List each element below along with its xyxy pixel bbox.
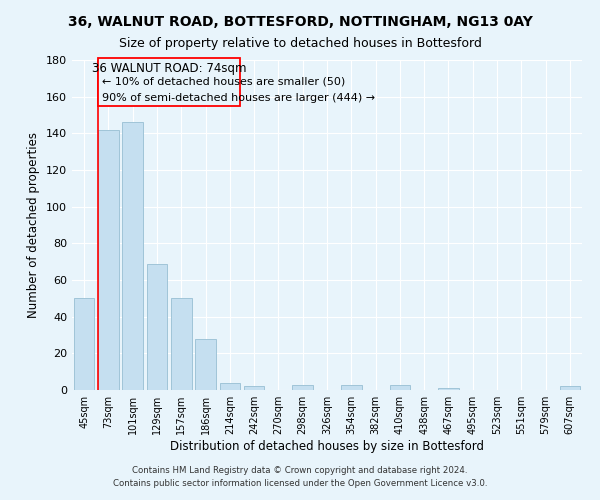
Bar — [146, 264, 167, 390]
Text: 36 WALNUT ROAD: 74sqm: 36 WALNUT ROAD: 74sqm — [92, 62, 246, 75]
Bar — [122, 122, 143, 390]
Bar — [98, 58, 239, 106]
Text: Contains HM Land Registry data © Crown copyright and database right 2024.
Contai: Contains HM Land Registry data © Crown c… — [113, 466, 487, 487]
Text: ← 10% of detached houses are smaller (50): ← 10% of detached houses are smaller (50… — [101, 76, 345, 86]
Bar — [220, 382, 240, 390]
X-axis label: Distribution of detached houses by size in Bottesford: Distribution of detached houses by size … — [170, 440, 484, 453]
Text: 90% of semi-detached houses are larger (444) →: 90% of semi-detached houses are larger (… — [101, 93, 375, 103]
Y-axis label: Number of detached properties: Number of detached properties — [28, 132, 40, 318]
Bar — [560, 386, 580, 390]
Text: 36, WALNUT ROAD, BOTTESFORD, NOTTINGHAM, NG13 0AY: 36, WALNUT ROAD, BOTTESFORD, NOTTINGHAM,… — [68, 15, 532, 29]
Text: Size of property relative to detached houses in Bottesford: Size of property relative to detached ho… — [119, 38, 481, 51]
Bar — [341, 384, 362, 390]
Bar — [292, 384, 313, 390]
Bar — [171, 298, 191, 390]
Bar — [98, 130, 119, 390]
Bar — [244, 386, 265, 390]
Bar — [438, 388, 459, 390]
Bar — [74, 298, 94, 390]
Bar — [389, 384, 410, 390]
Bar — [195, 338, 216, 390]
